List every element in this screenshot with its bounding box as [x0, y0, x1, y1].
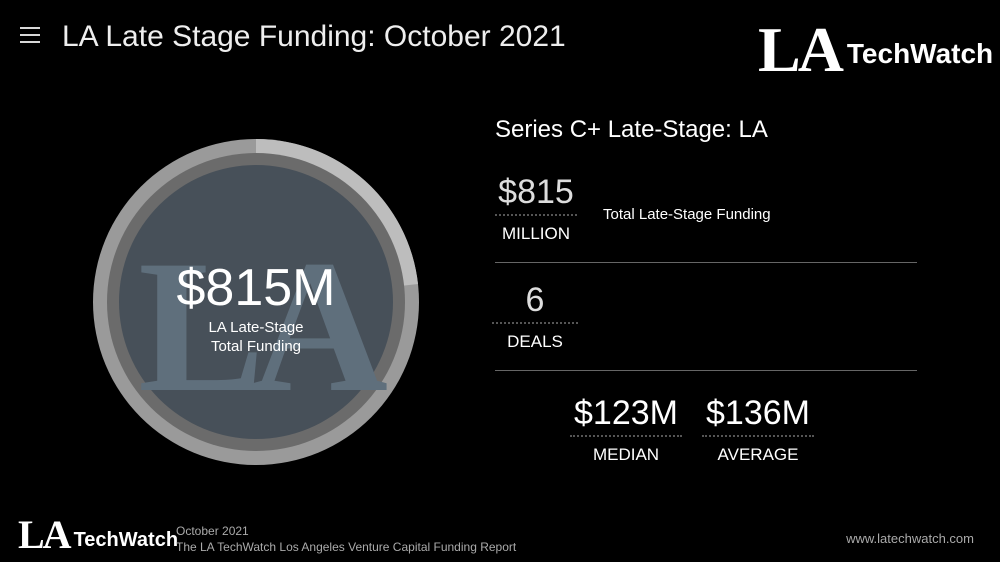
stat-value: $136M — [702, 393, 814, 437]
stat-unit: DEALS — [507, 332, 563, 351]
stat-average: $136M AVERAGE — [702, 393, 814, 465]
logo-wordmark: TechWatch — [846, 38, 994, 69]
donut-watermark: LA — [138, 222, 387, 432]
donut-inner-fill — [119, 165, 393, 439]
donut-label-line1: LA Late-Stage — [208, 319, 304, 336]
footer-date: October 2021 — [176, 524, 249, 538]
donut-graphic: LA — [93, 139, 419, 465]
latechwatch-logo: LA TechWatch — [758, 18, 993, 82]
stat-deals: 6 DEALS — [492, 280, 578, 352]
page-title: LA Late Stage Funding: October 2021 — [62, 20, 566, 53]
stat-value: $815 — [495, 172, 577, 216]
footer-report-name: The LA TechWatch Los Angeles Venture Cap… — [176, 540, 517, 554]
donut-total-value: $815M — [176, 259, 336, 317]
donut-label: LA Late-Stage Total Funding — [92, 318, 420, 356]
funding-donut: LA $815M LA Late-Stage Total Funding — [92, 138, 420, 466]
divider — [495, 262, 917, 263]
stat-value: 6 — [492, 280, 578, 324]
footer-report-info: October 2021 The LA TechWatch Los Angele… — [176, 523, 516, 555]
divider — [495, 370, 917, 371]
logo-wordmark: TechWatch — [73, 529, 179, 551]
stat-total-funding: $815 MILLION — [495, 172, 577, 244]
stat-unit: AVERAGE — [717, 445, 799, 464]
footer-url-link[interactable]: www.latechwatch.com — [846, 531, 974, 546]
logo-la-mark: LA — [18, 512, 72, 557]
stat-value: $123M — [570, 393, 682, 437]
donut-label-line2: Total Funding — [210, 338, 302, 355]
section-title: Series C+ Late-Stage: LA — [495, 116, 768, 143]
logo-la-mark: LA — [758, 14, 844, 85]
stat-unit: MEDIAN — [592, 445, 660, 464]
hamburger-menu-icon[interactable] — [20, 27, 40, 47]
stat-unit: MILLION — [501, 224, 571, 243]
footer-logo: LA TechWatch — [18, 515, 178, 555]
stat-median: $123M MEDIAN — [570, 393, 682, 465]
stat-description: Total Late-Stage Funding — [603, 206, 771, 223]
